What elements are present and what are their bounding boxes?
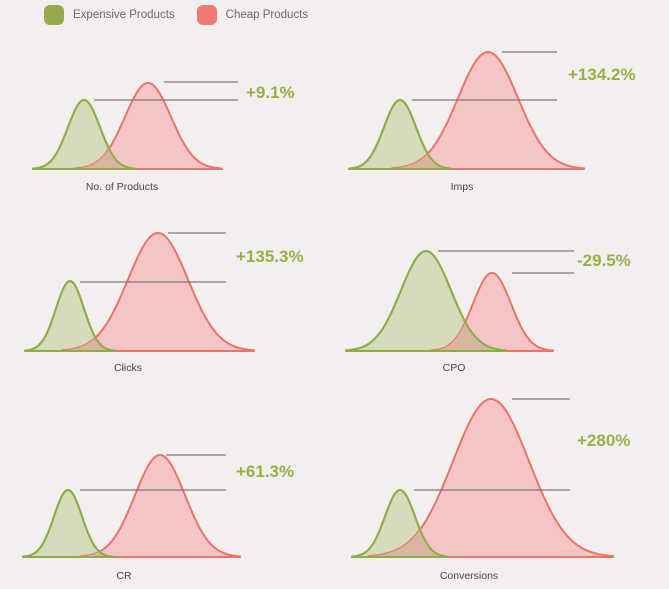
- percent-change-label: +135.3%: [236, 247, 304, 266]
- percent-change-label: +280%: [577, 431, 630, 450]
- legend-label-expensive: Expensive Products: [73, 9, 175, 21]
- metric-label: Conversions: [440, 570, 498, 582]
- expensive-curve-outline: [24, 280, 116, 352]
- legend-item-cheap: Cheap Products: [196, 5, 309, 25]
- cheap-curve: [61, 232, 255, 352]
- cheap-curve: [79, 454, 241, 558]
- legend-label-cheap: Cheap Products: [225, 9, 309, 21]
- panel-conversions: +280% Conversions: [351, 398, 630, 582]
- percent-change-label: +61.3%: [236, 462, 294, 481]
- metric-label: Clicks: [114, 362, 142, 374]
- metric-label: Imps: [451, 181, 474, 193]
- metric-label: CR: [116, 570, 132, 582]
- expensive-curve-outline: [351, 489, 449, 558]
- legend: Expensive Products Cheap Products: [44, 4, 330, 26]
- percent-change-label: +134.2%: [568, 65, 636, 84]
- panel-cpo: -29.5% CPO: [345, 250, 631, 374]
- panel-imps: +134.2% Imps: [348, 51, 636, 193]
- expensive-curve-outline: [32, 99, 136, 170]
- panel-no-of-products: +9.1% No. of Products: [32, 81, 295, 193]
- metric-label: CPO: [443, 362, 466, 374]
- expensive-curve-outline: [22, 489, 114, 558]
- expensive-curve-outline: [345, 250, 507, 352]
- expensive-curve: [22, 489, 114, 558]
- panel-clicks: +135.3% Clicks: [24, 232, 304, 374]
- metric-label: No. of Products: [86, 181, 158, 193]
- percent-change-label: -29.5%: [577, 251, 631, 270]
- legend-swatch-expensive: [44, 5, 64, 25]
- legend-swatch-cheap: [196, 5, 217, 25]
- panel-cr: +61.3% CR: [22, 454, 294, 582]
- cheap-curve: [73, 82, 223, 170]
- legend-item-expensive: Expensive Products: [44, 5, 175, 25]
- percent-change-label: +9.1%: [246, 83, 295, 102]
- expensive-curve-outline: [348, 99, 452, 170]
